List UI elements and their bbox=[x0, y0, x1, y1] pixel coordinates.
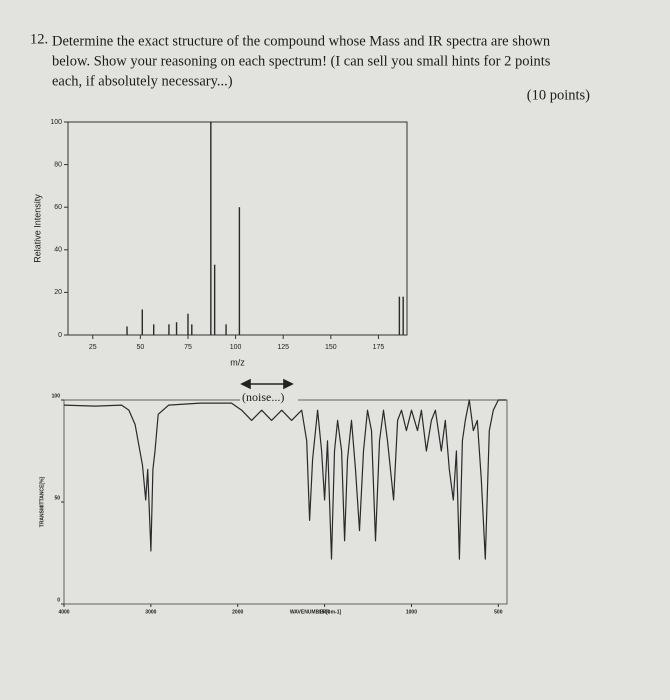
peak bbox=[153, 324, 155, 335]
x-tick-label: 50 bbox=[136, 344, 144, 351]
x-tick-label: 100 bbox=[230, 344, 242, 351]
y-axis-label: Relative Intensity bbox=[32, 194, 42, 263]
x-tick-label: 1000 bbox=[406, 609, 417, 615]
peak bbox=[210, 122, 212, 335]
y-tick-label: 50 bbox=[54, 495, 60, 501]
peak bbox=[402, 296, 404, 335]
y-tick-label: 100 bbox=[52, 393, 61, 399]
peak bbox=[398, 296, 401, 335]
y-tick-label: 0 bbox=[57, 597, 60, 603]
plot-frame bbox=[67, 121, 408, 336]
y-tick-label: 60 bbox=[54, 204, 62, 211]
annotation-box bbox=[240, 390, 298, 404]
peak bbox=[213, 264, 216, 335]
peak bbox=[175, 322, 178, 335]
peak bbox=[238, 207, 241, 335]
y-axis-label: TRANSMITTANCE[%] bbox=[39, 476, 45, 527]
peak bbox=[141, 309, 143, 335]
question-number: 12. bbox=[30, 31, 48, 47]
peak bbox=[225, 324, 227, 335]
x-axis-label: m/z bbox=[230, 357, 245, 367]
x-tick-label: 125 bbox=[277, 344, 289, 351]
x-tick-label: 2000 bbox=[232, 609, 243, 615]
x-tick-label: 1500 bbox=[319, 609, 330, 615]
peak bbox=[187, 313, 189, 335]
x-axis-label: WAVENUMBER[cm-1] bbox=[290, 609, 342, 615]
x-tick-label: 4000 bbox=[58, 609, 69, 615]
question-line: each, if absolutely necessary...) bbox=[52, 73, 233, 89]
y-tick-label: 0 bbox=[58, 332, 62, 339]
ir-trace bbox=[63, 399, 507, 560]
points: (10 points) bbox=[527, 87, 590, 103]
x-tick-label: 150 bbox=[325, 344, 337, 351]
x-tick-label: 25 bbox=[89, 344, 97, 351]
annotation: (noise...) bbox=[242, 390, 284, 404]
question-line: Determine the exact structure of the com… bbox=[52, 33, 551, 49]
noise-arrow bbox=[240, 378, 294, 390]
x-tick-label: 175 bbox=[373, 344, 385, 351]
y-tick-label: 20 bbox=[54, 289, 62, 296]
y-tick-label: 80 bbox=[54, 161, 62, 168]
y-tick-label: 100 bbox=[50, 119, 62, 126]
peak bbox=[168, 324, 170, 335]
x-tick-label: 75 bbox=[184, 344, 192, 351]
y-tick-label: 40 bbox=[54, 247, 62, 254]
peak bbox=[191, 324, 193, 335]
question-line: below. Show your reasoning on each spect… bbox=[52, 53, 551, 69]
peak bbox=[126, 326, 128, 335]
x-tick-label: 3000 bbox=[145, 609, 156, 615]
x-tick-label: 500 bbox=[494, 609, 503, 615]
